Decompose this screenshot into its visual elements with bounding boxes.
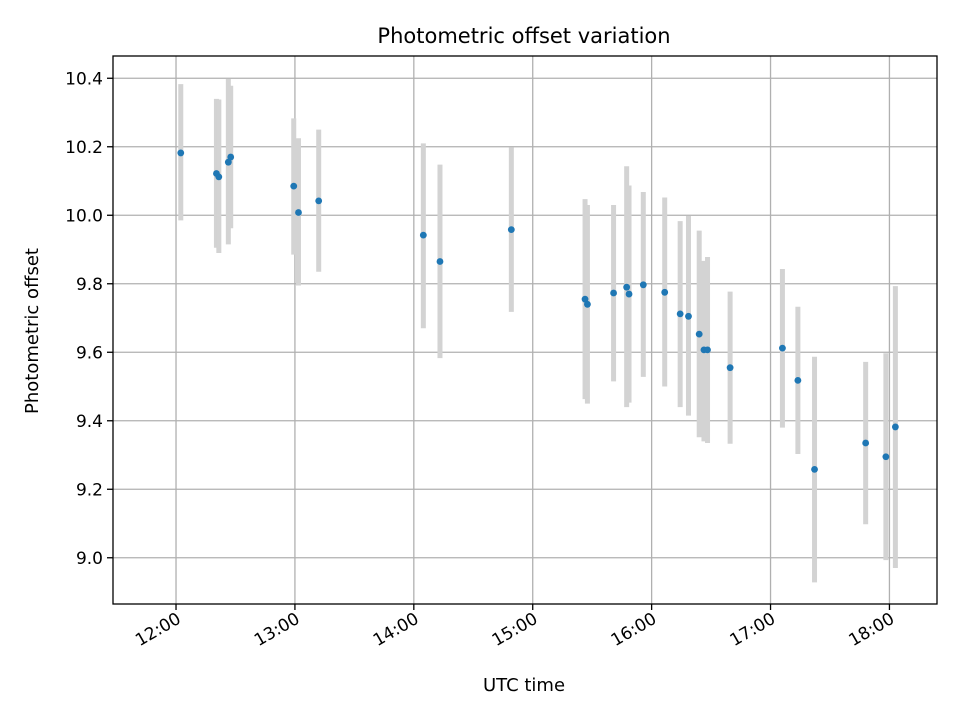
data-point xyxy=(685,312,692,320)
y-tick-label: 9.8 xyxy=(76,275,103,295)
y-tick-label: 10.4 xyxy=(65,69,103,89)
x-tick-label: 15:00 xyxy=(489,609,541,651)
x-axis: 12:00 13:00 14:00 15:00 16:00 17:00 18:00 xyxy=(132,604,898,651)
y-tick-label: 9.0 xyxy=(76,549,103,569)
x-tick-label: 17:00 xyxy=(727,609,779,651)
x-tick-label: 16:00 xyxy=(608,609,660,651)
chart-title: Photometric offset variation xyxy=(377,24,670,48)
data-point xyxy=(315,197,323,205)
data-point xyxy=(227,153,235,161)
x-tick-label: 18:00 xyxy=(846,609,898,651)
data-point xyxy=(507,226,515,234)
y-axis: 9.0 9.2 9.4 9.6 9.8 10.0 10.2 10.4 xyxy=(65,69,113,569)
data-point xyxy=(779,344,786,352)
x-tick-label: 14:00 xyxy=(370,609,422,651)
data-point xyxy=(704,346,711,354)
data-point xyxy=(695,330,703,338)
data-point xyxy=(882,453,890,461)
x-axis-label: UTC time xyxy=(483,675,565,696)
data-point xyxy=(295,209,302,216)
y-axis-label: Photometric offset xyxy=(22,248,43,414)
data-point xyxy=(290,182,298,190)
y-tick-label: 10.2 xyxy=(65,138,103,158)
data-point xyxy=(177,149,185,157)
y-tick-label: 9.6 xyxy=(76,343,103,363)
data-point xyxy=(215,173,223,181)
data-point xyxy=(581,295,589,303)
data-point xyxy=(891,423,899,431)
errorbar-layer xyxy=(178,78,898,583)
x-tick-label: 12:00 xyxy=(132,609,184,651)
data-point xyxy=(610,289,617,297)
x-tick-label: 13:00 xyxy=(251,609,303,651)
grid-layer xyxy=(113,56,937,604)
data-point xyxy=(625,290,633,298)
y-tick-label: 10.0 xyxy=(65,206,103,226)
data-point xyxy=(794,376,802,384)
data-point xyxy=(224,158,232,166)
data-point xyxy=(726,364,734,372)
data-point xyxy=(862,439,870,447)
point-layer xyxy=(177,149,899,473)
data-point xyxy=(436,258,444,265)
plot-frame xyxy=(112,55,938,605)
data-point xyxy=(623,283,631,291)
data-point xyxy=(661,288,669,296)
data-point xyxy=(639,281,647,289)
data-point xyxy=(676,310,684,318)
y-tick-label: 9.2 xyxy=(76,480,103,500)
data-point xyxy=(419,231,427,239)
y-tick-label: 9.4 xyxy=(76,412,103,432)
data-point xyxy=(811,465,818,473)
data-point xyxy=(584,300,591,308)
